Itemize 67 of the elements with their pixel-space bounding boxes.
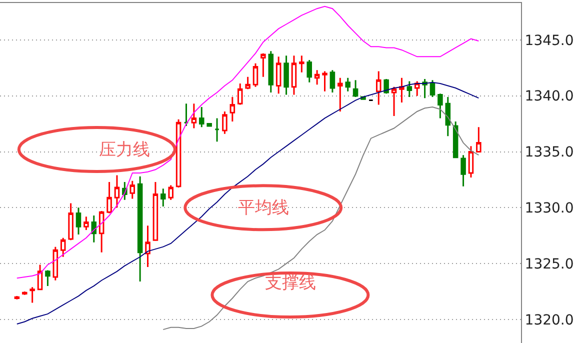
candlestick [252,62,258,88]
candlestick [276,56,282,94]
candlestick [145,224,150,268]
candlestick [306,59,312,84]
candlestick [330,69,336,94]
annotation: 压力线 [99,140,150,160]
candlestick [106,181,112,214]
candlestick [376,70,382,106]
candlestick [184,102,189,127]
candlestick [45,270,50,287]
candlestick [414,80,420,97]
candlestick [30,286,35,304]
y-tick-label: 1335.0 [524,144,574,161]
candlestick [176,118,182,188]
candlestick [237,82,243,106]
candlestick [206,123,212,127]
y-tick-label: 1340.0 [524,88,574,105]
candlestick [222,110,228,135]
candlestick [37,264,43,290]
candlestick [452,120,458,158]
candlestick [338,77,343,112]
candlestick [84,216,89,231]
y-tick-label: 1330.0 [524,200,574,217]
candlestick [114,174,120,208]
candlestick [76,206,82,236]
candlestick [91,214,97,244]
candlestick [191,102,197,130]
candlestick [60,237,66,258]
candlestick [352,79,358,98]
candlestick [384,78,389,94]
candlestick [160,188,166,208]
candlestick [284,54,289,96]
candlestick [468,145,474,178]
candlestick [214,117,220,142]
y-tick-label: 1345.0 [524,32,574,49]
candlestick [445,96,451,137]
candlestick [198,106,204,128]
candlestick [460,154,466,188]
candlestick [68,202,74,241]
candlestick [22,290,28,296]
y-tick-label: 1325.0 [524,256,574,272]
candlestick [152,181,158,241]
annotation: 支撑线 [265,273,316,293]
candlestick [476,126,482,152]
candlestick [245,76,250,90]
candlestick [52,246,58,282]
candlestick [391,86,397,117]
candlestick [299,54,304,74]
candlestick [406,80,412,98]
candlestick [314,69,320,86]
candlestick [322,70,328,92]
candlestick [98,210,104,254]
candlestick [230,96,236,122]
line-series [162,106,480,330]
candlestick [438,92,443,119]
candlestick [137,176,143,282]
candlestick [291,54,297,96]
candlestick [268,50,274,94]
candlestick [130,180,135,200]
candlestick [430,79,436,98]
candlestick [260,52,266,78]
candlestick [399,77,404,104]
y-tick-label: 1320.0 [524,312,574,328]
candlestick [345,77,350,92]
candlestick [168,184,174,201]
line-series [16,82,480,324]
annotation: 平均线 [238,198,289,218]
